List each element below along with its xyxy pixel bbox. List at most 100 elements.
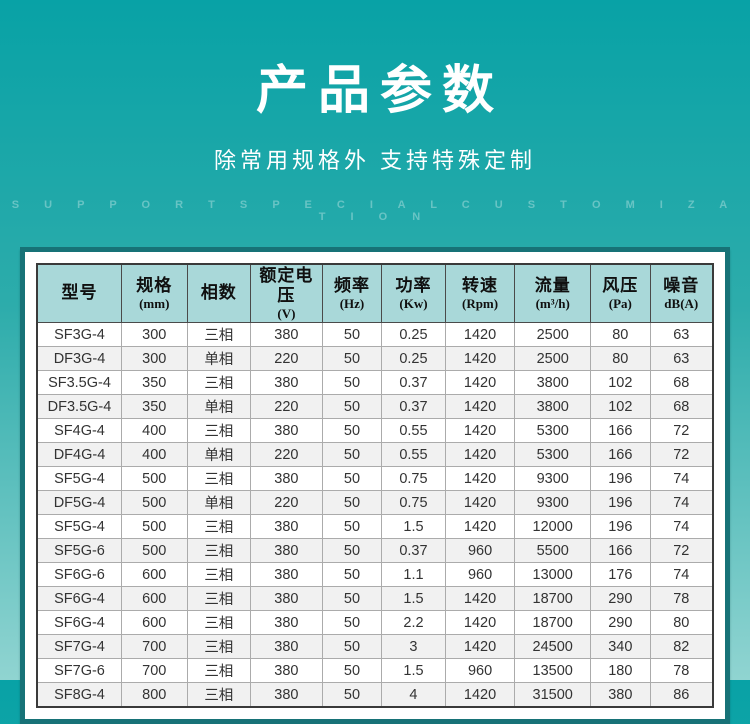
- table-cell: 三相: [186, 658, 252, 684]
- table-cell: SF5G-4: [36, 514, 122, 540]
- table-cell: 三相: [186, 466, 252, 492]
- table-cell: 72: [649, 538, 714, 564]
- table-body: SF3G-4 300 三相 380 50 0.25 1420 2500 80 63 DF3G-4 30…: [36, 322, 714, 708]
- table-cell: 80: [649, 610, 714, 636]
- table-cell: 600: [120, 610, 188, 636]
- table-cell: 1420: [444, 346, 516, 372]
- table-cell: 0.75: [381, 466, 446, 492]
- table-cell: 三相: [186, 514, 252, 540]
- table-cell: 380: [250, 538, 323, 564]
- table-row: SF7G-6 700 三相 380 50 1.5 960 13500 180 78: [36, 658, 714, 684]
- column-header: 规格 (mm): [120, 263, 188, 324]
- table-cell: 80: [590, 346, 651, 372]
- table-row: SF5G-4 500 三相 380 50 1.5 1420 12000 196 74: [36, 514, 714, 540]
- table-cell: 72: [649, 418, 714, 444]
- table-cell: 50: [321, 322, 383, 348]
- table-cell: 166: [590, 442, 651, 468]
- column-header: 型号: [36, 263, 122, 324]
- table-cell: 1420: [444, 418, 516, 444]
- table-cell: 63: [649, 346, 714, 372]
- table-cell: 50: [321, 466, 383, 492]
- table-cell: 380: [250, 370, 323, 396]
- table-cell: SF5G-4: [36, 466, 122, 492]
- table-cell: 3800: [514, 370, 592, 396]
- table-cell: 3800: [514, 394, 592, 420]
- table-cell: 82: [649, 634, 714, 660]
- table-cell: 960: [444, 538, 516, 564]
- table-cell: 50: [321, 490, 383, 516]
- table-cell: 380: [250, 418, 323, 444]
- table-cell: 2500: [514, 346, 592, 372]
- table-cell: 50: [321, 442, 383, 468]
- column-header: 流量 (m³/h): [514, 263, 592, 324]
- table-cell: 三相: [186, 586, 252, 612]
- table-row: SF5G-6 500 三相 380 50 0.37 960 5500 166 72: [36, 538, 714, 564]
- table-cell: 50: [321, 658, 383, 684]
- table-cell: 400: [120, 442, 188, 468]
- table-cell: 500: [120, 466, 188, 492]
- table-cell: 18700: [514, 610, 592, 636]
- table-cell: 1420: [444, 394, 516, 420]
- table-cell: 68: [649, 370, 714, 396]
- table-cell: 0.25: [381, 322, 446, 348]
- table-cell: 960: [444, 562, 516, 588]
- table-cell: 三相: [186, 322, 252, 348]
- table-row: DF3G-4 300 单相 220 50 0.25 1420 2500 80 63: [36, 346, 714, 372]
- table-cell: 0.55: [381, 442, 446, 468]
- column-header: 转速 (Rpm): [444, 263, 516, 324]
- table-cell: 380: [250, 514, 323, 540]
- table-cell: 63: [649, 322, 714, 348]
- table-cell: 单相: [186, 394, 252, 420]
- table-cell: 380: [590, 682, 651, 708]
- table-cell: 0.37: [381, 394, 446, 420]
- table-cell: 700: [120, 658, 188, 684]
- table-cell: DF3.5G-4: [36, 394, 122, 420]
- table-cell: 600: [120, 562, 188, 588]
- table-cell: 1420: [444, 586, 516, 612]
- table-cell: 三相: [186, 634, 252, 660]
- table-cell: 196: [590, 490, 651, 516]
- table-cell: 196: [590, 466, 651, 492]
- table-cell: SF3.5G-4: [36, 370, 122, 396]
- table-cell: 1420: [444, 370, 516, 396]
- table-cell: 380: [250, 562, 323, 588]
- table-cell: 74: [649, 562, 714, 588]
- table-row: SF7G-4 700 三相 380 50 3 1420 24500 340 82: [36, 634, 714, 660]
- table-cell: 50: [321, 610, 383, 636]
- table-cell: DF4G-4: [36, 442, 122, 468]
- table-cell: 50: [321, 586, 383, 612]
- table-cell: 50: [321, 514, 383, 540]
- table-cell: 12000: [514, 514, 592, 540]
- table-cell: 50: [321, 370, 383, 396]
- table-cell: 三相: [186, 418, 252, 444]
- table-cell: 400: [120, 418, 188, 444]
- table-cell: 三相: [186, 562, 252, 588]
- table-cell: 290: [590, 586, 651, 612]
- table-row: DF5G-4 500 单相 220 50 0.75 1420 9300 196 74: [36, 490, 714, 516]
- table-cell: 300: [120, 346, 188, 372]
- table-cell: 单相: [186, 442, 252, 468]
- table-cell: 196: [590, 514, 651, 540]
- table-cell: 9300: [514, 490, 592, 516]
- page-subtitle-english: S U P P O R T S P E C I A L C U S T O M …: [11, 199, 739, 223]
- table-cell: 三相: [186, 682, 252, 708]
- table-cell: 1420: [444, 682, 516, 708]
- table-row: SF3G-4 300 三相 380 50 0.25 1420 2500 80 63: [36, 322, 714, 348]
- table-cell: 三相: [186, 538, 252, 564]
- table-cell: 1420: [444, 634, 516, 660]
- spec-table: 型号 规格 (mm) 相数 额定电压 (V) 频率 (Hz) 功率 (Kw) 转速 (Rpm) 流量 (m…: [36, 263, 714, 709]
- table-cell: 220: [250, 394, 323, 420]
- table-cell: SF4G-4: [36, 418, 122, 444]
- table-cell: 380: [250, 610, 323, 636]
- table-cell: 380: [250, 658, 323, 684]
- table-cell: SF7G-6: [36, 658, 122, 684]
- table-cell: SF6G-6: [36, 562, 122, 588]
- table-cell: 三相: [186, 370, 252, 396]
- table-cell: SF6G-4: [36, 586, 122, 612]
- table-cell: 0.75: [381, 490, 446, 516]
- table-cell: 1420: [444, 514, 516, 540]
- column-header: 功率 (Kw): [381, 263, 446, 324]
- table-cell: 0.37: [381, 370, 446, 396]
- table-cell: 0.37: [381, 538, 446, 564]
- table-cell: 68: [649, 394, 714, 420]
